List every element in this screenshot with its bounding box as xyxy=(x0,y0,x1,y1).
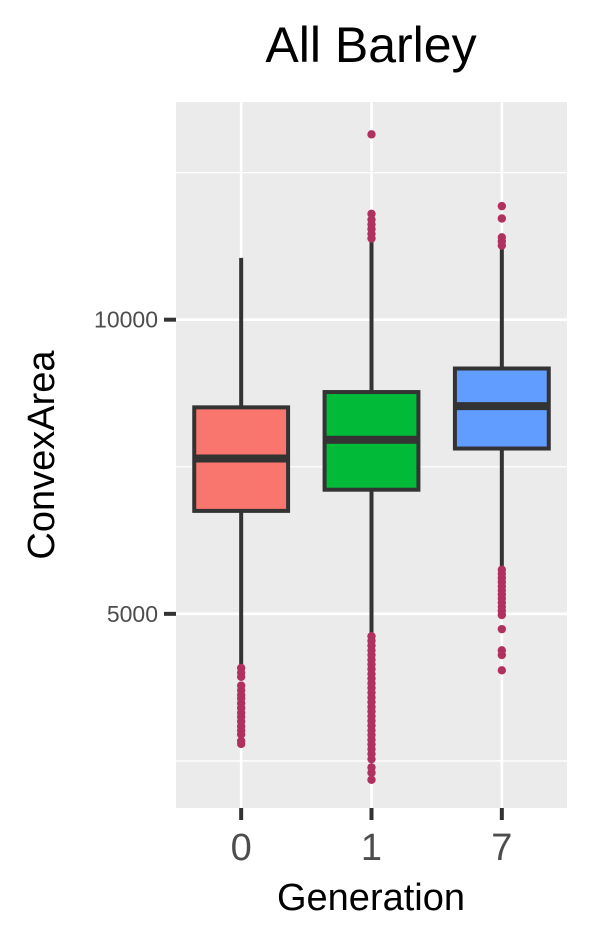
outlier-point xyxy=(497,241,507,250)
outlier-point xyxy=(497,201,507,211)
box-group xyxy=(192,130,551,784)
y-tick-label: 5000 xyxy=(107,601,158,627)
x-tick-label: 0 xyxy=(231,827,252,869)
outlier-point xyxy=(367,768,376,777)
outlier-point xyxy=(367,234,376,243)
y-axis-title: ConvexArea xyxy=(21,350,63,560)
outlier-point xyxy=(497,650,507,660)
outlier-point xyxy=(497,624,507,634)
chart-title: All Barley xyxy=(265,17,476,73)
outlier-point xyxy=(236,672,246,682)
x-tick-label: 7 xyxy=(491,827,512,869)
outlier-point xyxy=(367,209,376,218)
outlier-point xyxy=(236,739,246,749)
outlier-point xyxy=(367,754,376,764)
outlier-point xyxy=(236,730,246,739)
outlier-point xyxy=(367,775,376,784)
x-tick-label: 1 xyxy=(361,827,382,869)
box-1 xyxy=(322,130,421,784)
outlier-point xyxy=(497,610,507,620)
outlier-point xyxy=(497,666,507,675)
axes: 5000 10000 0 1 7 xyxy=(94,307,512,869)
y-tick-label: 10000 xyxy=(94,307,158,333)
box-7 xyxy=(452,201,551,675)
outlier-point xyxy=(497,214,507,223)
outlier-point xyxy=(367,130,376,139)
box-0 xyxy=(192,257,291,749)
x-axis-title: Generation xyxy=(277,877,465,919)
